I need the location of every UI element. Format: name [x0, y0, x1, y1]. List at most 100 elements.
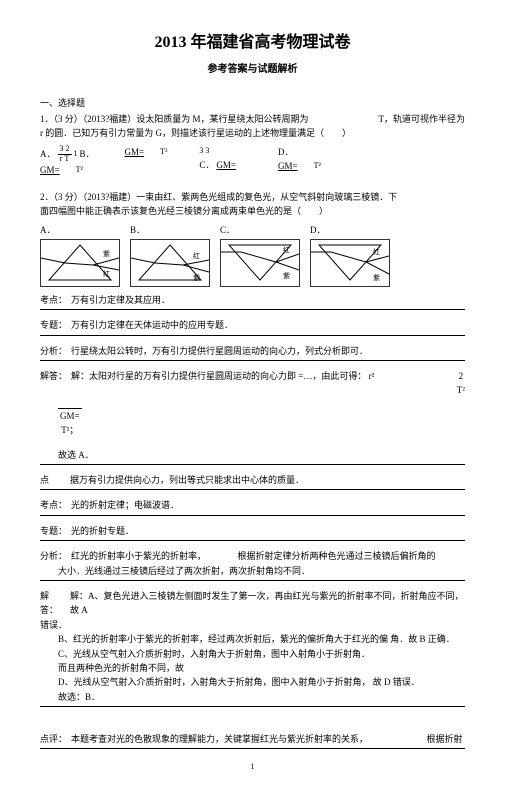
q2-stem-1: 2．（3 分）（2013?福建）一束由红、紫两色光组成的复色光，从空气斜射向玻璃…	[40, 190, 465, 204]
zhuanti2-value: 光的折射专题．	[71, 524, 134, 538]
page-title: 2013 年福建省高考物理试卷	[40, 30, 465, 56]
jieda-t2b: 2	[459, 369, 464, 383]
prism-d-label: D．	[310, 223, 326, 237]
dian-value: 据万有引力提供向心力，列出等式只能求出中心体的质量．	[70, 473, 304, 487]
zhuanti-value: 万有引力定律在天体运动中的应用专题．	[71, 318, 233, 332]
divider-6	[40, 515, 465, 516]
fenxi2-value: 红光的折射率小于紫光的折射率， 根据折射定律分析两种色光通过三棱镜后偏折角的	[71, 549, 436, 563]
q1-options: A． 3 2 r T 1 B． GM= T² GM= T²	[40, 145, 465, 178]
divider-5	[40, 489, 465, 490]
prism-c: C． 红 紫	[220, 223, 300, 287]
section-heading: 一、选择题	[40, 96, 465, 110]
kaodian-value: 万有引力定律及其应用．	[71, 293, 170, 307]
jieda2-value-D: D、光线从空气射入介质折射时，入射角大于折射角，图中入射角小于折射角， 故 D …	[58, 675, 465, 689]
prism-b: B． 红 紫	[130, 223, 210, 287]
jieda-value-2: 故选 A．	[58, 448, 465, 462]
jieda2-value-B: B、红光的折射率小于紫光的折射率，经过两次折射后，紫光的偏折角大于红光的偏 角．…	[58, 632, 465, 646]
divider-8	[40, 580, 465, 581]
kaodian-row: 考点： 万有引力定律及其应用．	[40, 293, 465, 307]
kaodian2-label: 考点：	[40, 498, 67, 512]
divider-9	[40, 706, 465, 707]
prism-a-svg: 紫 红	[40, 239, 120, 287]
q1-opt-d: D． GM= T²	[278, 145, 323, 178]
q2-stem-2: 面四幅图中能正确表示该复色光经三棱镜分离成两束单色光的是（ ）	[40, 204, 465, 218]
divider-2	[40, 335, 465, 336]
svg-text:红: 红	[373, 247, 380, 256]
jieda-label: 解答：	[40, 369, 67, 398]
q1-stem-1b: T，轨道可视作半径为	[379, 112, 466, 126]
q1-optA-label: A．	[40, 147, 56, 161]
jieda-value-1b: =…，由此可得：	[298, 371, 366, 381]
q1-optB-den: T²	[158, 148, 169, 157]
zhuanti2-row: 专题： 光的折射专题．	[40, 524, 465, 538]
fenxi2-value-2: 大小．光线通过三棱镜后经过了两次折射，两次折射角均不同．	[58, 564, 465, 578]
q1-optB-label: B．	[80, 147, 95, 161]
prism-d: D． 红 紫	[310, 223, 390, 287]
jieda2-value-0b: 错误．	[40, 618, 465, 632]
q1-opt-c: 3 3 C． GM=	[199, 145, 248, 178]
dian-label: 点	[40, 473, 66, 487]
jieda-t2: T²	[457, 383, 465, 397]
q1-optC-sup: 3 3	[199, 145, 209, 158]
jieda2-value-C: C、光线从空气射入介质折射时，入射角大于折射角，图中入射角小于折射角．	[58, 647, 465, 661]
svg-text:紫: 紫	[373, 274, 380, 282]
jieda2-label: 解答：	[40, 589, 66, 618]
dian-row: 点 据万有引力提供向心力，列出等式只能求出中心体的质量．	[40, 473, 465, 487]
jieda-value-1: 解：太阳对行星的万有引力提供行星圆周运动的向心力即	[71, 371, 296, 381]
q1-optD-den: T²	[312, 162, 323, 171]
q2-prism-row: A． 紫 红 B． 红 紫	[40, 223, 465, 287]
gm-fraction: GM= T²；	[58, 404, 465, 442]
svg-text:紫: 紫	[283, 272, 290, 280]
jieda2-row: 解答： 解：A、复色光进入三棱镜左侧面时发生了第一次，再由红光与紫光的折射率不同…	[40, 589, 465, 618]
q1-optD-gm: GM=	[278, 159, 310, 173]
kaodian-label: 考点：	[40, 293, 67, 307]
q1-optD-label: D．	[278, 145, 294, 159]
gm-numer: GM=	[58, 408, 82, 423]
prism-d-svg: 红 紫	[310, 239, 390, 287]
zhuanti-row: 专题： 万有引力定律在天体运动中的应用专题．	[40, 318, 465, 332]
jieda-row: 解答： 解：太阳对行星的万有引力提供行星圆周运动的向心力即 =…，由此可得： r…	[40, 369, 465, 398]
prism-b-svg: 红 紫	[130, 239, 210, 287]
divider-4	[40, 464, 465, 465]
q1-stem-2: r 的圆．已知万有引力常量为 G，则描述该行星运动的上述物理量满足（ ）	[40, 126, 465, 140]
divider-7	[40, 540, 465, 541]
q1-optC-gm: GM=	[216, 158, 248, 172]
zhuanti-label: 专题：	[40, 318, 67, 332]
prism-c-label: C．	[220, 223, 235, 237]
q1-optB-num: 1	[74, 148, 78, 161]
kaodian2-row: 考点： 光的折射定律；电磁波谱．	[40, 498, 465, 512]
jieda2-value-3: 故选：B．	[58, 690, 465, 704]
svg-text:紫: 紫	[103, 250, 110, 258]
dianping-value: 本题考查对光的色散现象的理解能力，关键掌握红光与紫光折射率的关系， 根据折射	[71, 732, 463, 746]
prism-b-label: B．	[130, 223, 145, 237]
svg-text:红: 红	[103, 269, 110, 278]
q1-optA-rt: r T	[58, 155, 71, 164]
q1-optB-gm: GM=	[125, 145, 157, 159]
svg-text:红: 红	[283, 245, 290, 254]
q1-optA-den: T²	[74, 166, 85, 175]
prism-c-svg: 红 紫	[220, 239, 300, 287]
q1-optC-label: C．	[199, 158, 214, 172]
q1-stem-1a: 1．（3 分）（2013?福建）设太阳质量为 M，某行星绕太阳公转周期为	[40, 112, 309, 126]
fenxi2-label: 分析：	[40, 549, 67, 563]
zhuanti2-label: 专题：	[40, 524, 67, 538]
svg-text:紫: 紫	[193, 274, 200, 282]
q1-optA-gm: GM=	[40, 163, 72, 177]
page-number: 1	[40, 761, 465, 774]
dianping-row: 点评： 本题考查对光的色散现象的理解能力，关键掌握红光与紫光折射率的关系， 根据…	[40, 732, 465, 746]
svg-text:红: 红	[193, 251, 200, 260]
q1-opt-a: A． 3 2 r T 1 B． GM= T²	[40, 145, 95, 178]
prism-a-label: A．	[40, 223, 56, 237]
jieda-r2: r²	[369, 371, 375, 381]
fenxi-value: 行星绕太阳公转时，万有引力提供行星圆周运动的向心力，列式分析即可．	[71, 344, 368, 358]
divider-1	[40, 309, 465, 310]
prism-a: A． 紫 红	[40, 223, 120, 287]
jieda2-value-0: 解：A、复色光进入三棱镜左侧面时发生了第一次，再由红光与紫光的折射率不同，折射角…	[70, 589, 465, 618]
jieda2-value-C2: 而且两种色光的折射角不同，故	[58, 661, 465, 675]
gm-denom: T²；	[61, 423, 78, 437]
kaodian2-value: 光的折射定律；电磁波谱．	[71, 498, 179, 512]
fenxi-label: 分析：	[40, 344, 67, 358]
dianping-label: 点评：	[40, 732, 67, 746]
fenxi-row: 分析： 行星绕太阳公转时，万有引力提供行星圆周运动的向心力，列式分析即可．	[40, 344, 465, 358]
divider-3	[40, 360, 465, 361]
